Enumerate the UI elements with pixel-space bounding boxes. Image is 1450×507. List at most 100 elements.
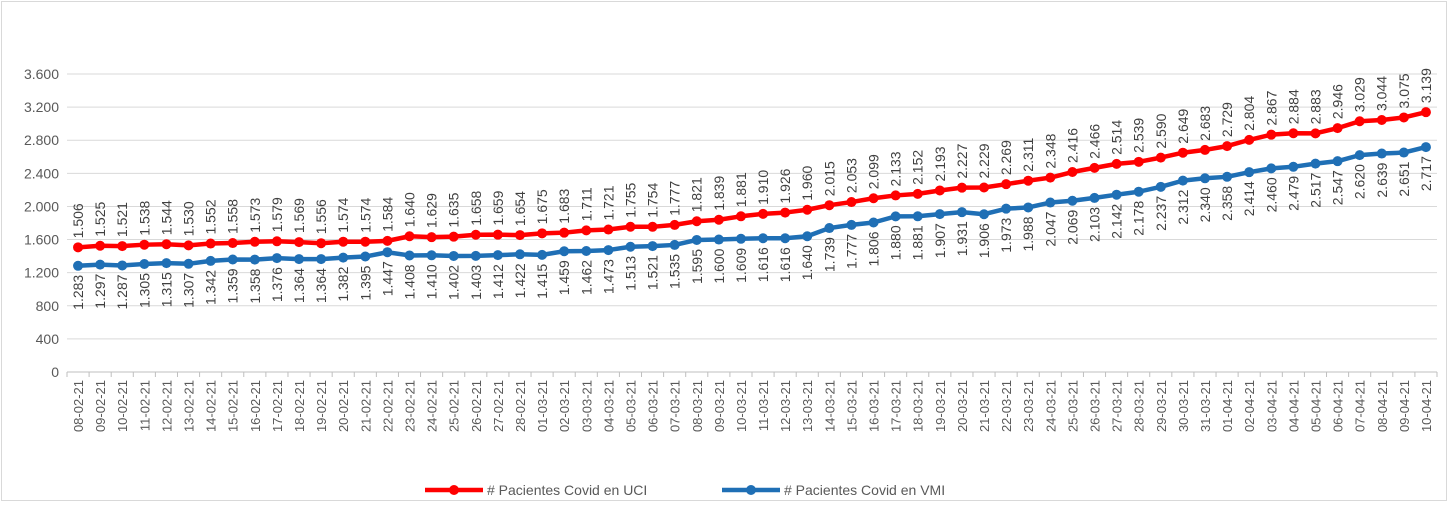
x-tick-label: 25-02-21: [447, 380, 462, 432]
data-point-1: [735, 233, 746, 244]
data-point-0: [1332, 123, 1343, 134]
data-label-0: 1.573: [247, 198, 263, 233]
data-label-0: 2.539: [1131, 118, 1147, 153]
x-tick-label: 05-03-21: [623, 380, 638, 432]
data-point-1: [382, 247, 393, 258]
x-tick-label: 24-02-21: [425, 380, 440, 432]
data-label-1: 1.410: [424, 264, 440, 299]
y-tick-label: 800: [36, 298, 60, 314]
data-label-0: 1.755: [622, 182, 638, 217]
data-point-0: [117, 241, 128, 252]
x-tick-label: 02-03-21: [557, 380, 572, 432]
x-tick-label: 01-03-21: [535, 380, 550, 432]
data-label-0: 1.683: [556, 188, 572, 223]
data-label-1: 1.403: [468, 265, 484, 300]
data-point-0: [1001, 179, 1012, 190]
x-tick-label: 04-04-21: [1286, 380, 1301, 432]
data-label-0: 1.910: [755, 170, 771, 205]
data-point-0: [669, 219, 680, 230]
data-point-1: [205, 255, 216, 266]
data-point-0: [1111, 158, 1122, 169]
data-point-0: [758, 208, 769, 219]
data-point-1: [691, 234, 702, 245]
data-label-0: 2.804: [1241, 96, 1257, 131]
data-point-1: [956, 207, 967, 218]
data-label-1: 1.382: [335, 266, 351, 301]
y-tick-label: 1.200: [24, 265, 59, 281]
data-point-0: [426, 232, 437, 243]
data-label-0: 2.053: [843, 158, 859, 193]
data-label-0: 3.075: [1396, 73, 1412, 108]
data-point-0: [514, 230, 525, 241]
data-label-1: 1.358: [247, 268, 263, 303]
data-point-1: [537, 249, 548, 260]
x-tick-label: 12-02-21: [159, 380, 174, 432]
data-label-0: 2.729: [1219, 102, 1235, 137]
data-point-1: [117, 260, 128, 271]
data-label-1: 2.358: [1219, 186, 1235, 221]
data-label-1: 1.315: [158, 272, 174, 307]
data-point-1: [426, 250, 437, 261]
data-point-1: [1089, 192, 1100, 203]
x-tick-label: 17-03-21: [889, 380, 904, 432]
data-label-0: 1.629: [424, 193, 440, 228]
data-label-0: 2.416: [1064, 128, 1080, 163]
data-point-0: [1288, 128, 1299, 139]
data-point-1: [1288, 161, 1299, 172]
data-label-0: 2.867: [1263, 90, 1279, 125]
data-label-0: 1.574: [335, 197, 351, 232]
data-point-1: [1244, 167, 1255, 178]
data-point-0: [647, 221, 658, 232]
x-tick-label: 14-03-21: [822, 380, 837, 432]
data-point-1: [249, 254, 260, 265]
data-point-1: [758, 233, 769, 244]
data-point-1: [139, 258, 150, 269]
data-point-0: [338, 236, 349, 247]
data-label-0: 1.635: [446, 192, 462, 227]
data-point-1: [890, 211, 901, 222]
data-point-0: [360, 236, 371, 247]
x-tick-label: 16-02-21: [248, 380, 263, 432]
data-label-1: 2.639: [1374, 162, 1390, 197]
data-label-1: 1.609: [733, 248, 749, 283]
x-tick-label: 15-02-21: [226, 380, 241, 432]
data-point-0: [404, 231, 415, 242]
x-tick-label: 19-03-21: [933, 380, 948, 432]
data-point-1: [1023, 202, 1034, 213]
x-tick-label: 18-03-21: [911, 380, 926, 432]
data-label-0: 2.311: [1020, 137, 1036, 171]
data-label-0: 1.881: [733, 172, 749, 207]
data-point-0: [205, 238, 216, 249]
data-point-0: [1420, 107, 1431, 118]
data-point-1: [1199, 173, 1210, 184]
x-tick-label: 18-02-21: [292, 380, 307, 432]
x-tick-label: 23-02-21: [403, 380, 418, 432]
y-tick-label: 2.400: [24, 165, 59, 181]
data-label-1: 1.600: [711, 248, 727, 283]
x-tick-label: 15-03-21: [844, 380, 859, 432]
x-tick-label: 07-03-21: [668, 380, 683, 432]
data-label-1: 2.651: [1396, 161, 1412, 196]
data-label-1: 1.447: [379, 261, 395, 296]
x-tick-label: 03-04-21: [1264, 380, 1279, 432]
data-label-1: 1.459: [556, 260, 572, 295]
data-label-1: 2.340: [1197, 187, 1213, 222]
data-point-0: [780, 207, 791, 218]
data-label-0: 1.556: [313, 199, 329, 234]
data-label-1: 2.047: [1042, 211, 1058, 246]
data-point-0: [139, 239, 150, 250]
data-label-0: 2.099: [866, 154, 882, 189]
data-label-0: 1.640: [402, 192, 418, 227]
data-point-0: [492, 229, 503, 240]
x-tick-label: 21-03-21: [977, 380, 992, 432]
data-point-1: [161, 258, 172, 269]
data-label-0: 1.544: [158, 200, 174, 235]
data-point-1: [492, 250, 503, 261]
data-label-0: 1.721: [600, 185, 616, 220]
data-point-1: [625, 241, 636, 252]
data-label-0: 2.590: [1153, 113, 1169, 148]
data-point-1: [912, 211, 923, 222]
data-point-0: [1023, 175, 1034, 186]
x-tick-label: 01-04-21: [1220, 380, 1235, 432]
data-point-0: [1133, 156, 1144, 167]
